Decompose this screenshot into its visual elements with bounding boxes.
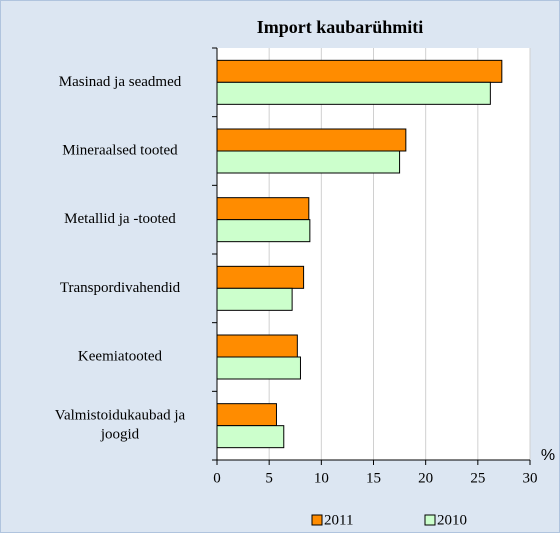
y-tick-label: Mineraalsed tooted xyxy=(62,142,178,158)
bar xyxy=(216,425,285,449)
y-tick-label: Masinad ja seadmed xyxy=(59,74,182,90)
y-tick-label: Transpordivahendid xyxy=(60,280,181,296)
x-tick-label: 0 xyxy=(213,470,221,486)
bar xyxy=(216,334,298,358)
bar xyxy=(216,265,305,289)
legend-swatch xyxy=(311,514,323,526)
x-tick-label: 30 xyxy=(523,470,538,486)
chart-title: Import kaubarühmiti xyxy=(257,17,424,37)
x-tick-label: 5 xyxy=(265,470,273,486)
legend-label: 2010 xyxy=(437,512,467,528)
x-tick-label: 25 xyxy=(470,470,485,486)
legend-swatch xyxy=(424,514,436,526)
x-tick-label: 20 xyxy=(418,470,433,486)
bar xyxy=(216,150,401,174)
bar xyxy=(216,403,277,427)
legend-label: 2011 xyxy=(324,512,353,528)
x-axis-label: % xyxy=(541,447,555,464)
bar xyxy=(216,356,301,380)
y-tick-label: Valmistoidukaubad ja joogid xyxy=(55,408,186,443)
y-tick-label: Keemiatooted xyxy=(78,348,163,364)
bar xyxy=(216,197,310,221)
bar xyxy=(216,128,407,152)
bar xyxy=(216,287,293,311)
bar xyxy=(216,81,491,105)
bar xyxy=(216,59,503,83)
label-line: joogid xyxy=(100,427,140,443)
x-tick-label: 10 xyxy=(314,470,329,486)
bar xyxy=(216,219,311,243)
x-tick-label: 15 xyxy=(366,470,381,486)
y-tick-label: Metallid ja -tooted xyxy=(64,211,176,227)
label-line: Valmistoidukaubad ja xyxy=(55,408,186,424)
